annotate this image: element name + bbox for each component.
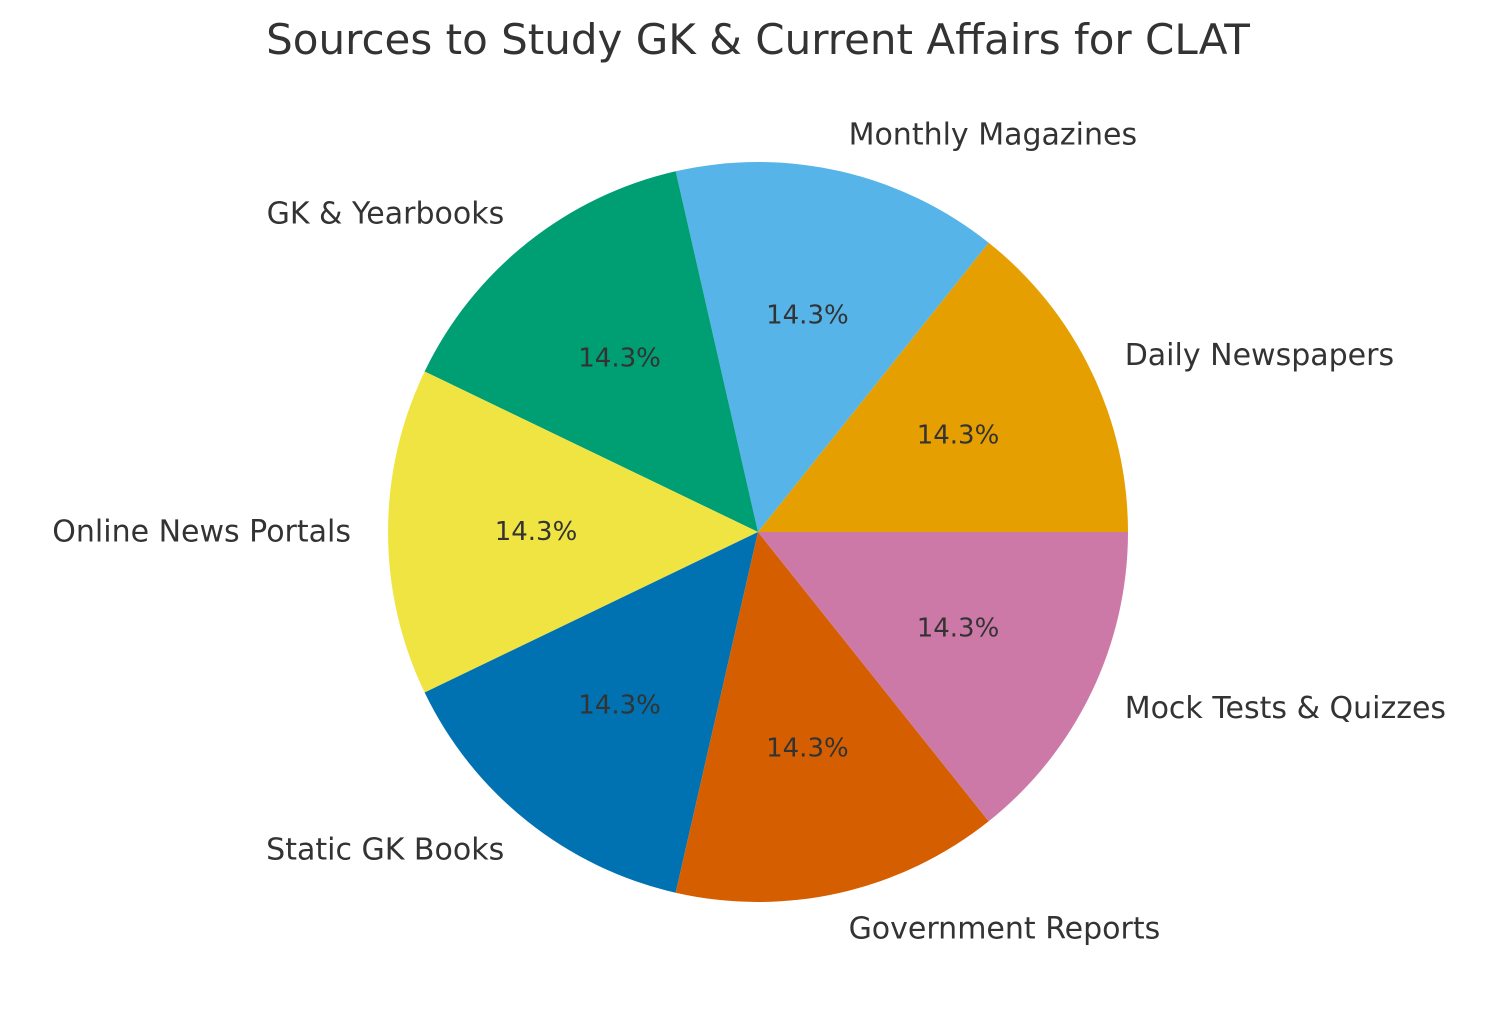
chart-title: Sources to Study GK & Current Affairs fo… xyxy=(266,15,1250,64)
pie-category-label: Static GK Books xyxy=(266,833,504,868)
pie-percent-label: 14.3% xyxy=(578,343,661,373)
pie-category-label: Monthly Magazines xyxy=(849,118,1138,153)
pie-category-label: GK & Yearbooks xyxy=(267,196,505,231)
pie-percent-label: 14.3% xyxy=(917,613,1000,643)
pie-percent-labels: 14.3% 14.3% 14.3% 14.3% 14.3% 14.3% 14.3% xyxy=(495,301,1000,764)
pie-slice-mock-tests-and-quizzes xyxy=(758,532,1128,822)
pie-percent-label: 14.3% xyxy=(766,301,849,331)
pie-category-label: Online News Portals xyxy=(52,515,351,550)
pie-percent-label: 14.3% xyxy=(495,517,578,547)
pie-percent-label: 14.3% xyxy=(917,421,1000,451)
pie-percent-label: 14.3% xyxy=(766,733,849,763)
pie-slice-government-reports xyxy=(675,532,989,902)
pie-slice-monthly-magazines xyxy=(675,162,989,532)
pie-category-label: Mock Tests & Quizzes xyxy=(1125,691,1446,726)
pie-slice-gk-and-yearbooks xyxy=(424,171,758,532)
pie-slice-static-gk-books xyxy=(424,532,758,893)
pie-slice-online-news-portals xyxy=(388,371,758,693)
pie-percent-label: 14.3% xyxy=(578,691,661,721)
pie-category-label: Daily Newspapers xyxy=(1125,338,1394,373)
pie-slice-daily-newspapers xyxy=(758,242,1128,532)
pie-slices xyxy=(388,162,1128,902)
pie-category-labels: Daily Newspapers Monthly Magazines GK & Ye… xyxy=(52,118,1446,947)
pie-category-label: Government Reports xyxy=(849,911,1161,946)
